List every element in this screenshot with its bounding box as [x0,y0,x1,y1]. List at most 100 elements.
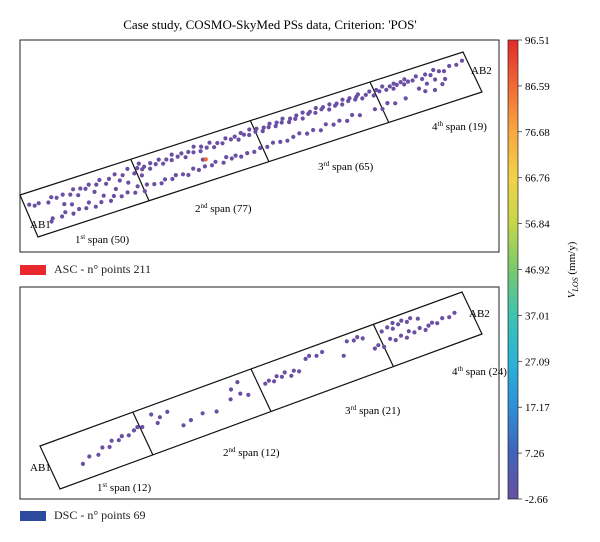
ps-point [355,92,360,97]
ps-point [148,161,153,166]
ps-point [213,159,218,164]
pier-divider [132,411,154,456]
ps-point [161,161,166,166]
ps-point [233,153,238,158]
ps-point [199,144,204,149]
ps-point [385,325,390,330]
ps-point [149,412,154,417]
ps-point [186,172,191,178]
ps-point [246,392,251,397]
ps-point [405,79,411,84]
span-label: 3rd span (65) [318,160,374,173]
abutment-label-end: AB2 [469,308,490,320]
ps-point [440,82,445,87]
ps-point [232,134,237,139]
ps-point [403,96,408,101]
ps-point [379,329,384,334]
span-label: 2nd span (77) [195,202,252,215]
ps-point [282,370,287,375]
ps-point [391,86,396,91]
ps-point [214,409,219,414]
ps-point [169,158,174,163]
ps-point [305,131,310,136]
ps-point [313,105,318,111]
ps-point [426,323,431,328]
ps-point [459,58,465,63]
ps-point [97,177,102,183]
dsc-panel-frame [19,286,500,500]
ps-point [229,156,234,161]
ps-point [289,373,294,378]
ps-point [198,149,203,154]
ps-point [155,420,160,426]
ps-point [181,423,186,428]
ps-point [203,157,208,162]
ps-point [291,134,296,139]
ps-point [191,166,196,171]
span-label: 2nd span (12) [223,446,280,459]
ps-point [402,77,407,82]
ps-point [135,184,140,189]
ps-point [99,200,104,205]
ps-point [131,428,137,433]
ps-point [126,433,131,438]
ps-point [410,78,415,83]
ps-point [318,128,323,133]
ps-point [235,380,240,385]
ps-point [125,166,130,171]
ps-point [62,202,67,207]
ps-point [285,138,290,143]
span-label: 1st span (50) [75,233,129,246]
ps-point [224,155,229,160]
ps-point [49,195,54,200]
ps-point [173,173,178,178]
ps-point [278,139,283,144]
ps-point [390,320,395,326]
ps-point [183,155,188,160]
ps-point [101,193,106,198]
ps-point [423,89,428,94]
ps-point [270,140,276,145]
ps-point [435,321,440,326]
ps-point [106,176,112,181]
asc-legend-swatch [20,264,46,275]
ps-point [377,89,382,94]
colorbar-tick-label: 96.51 [525,35,550,47]
ps-point [165,409,170,414]
ps-point [179,151,184,156]
ps-point [136,161,141,166]
ps-point [341,353,346,358]
ps-point [360,96,365,101]
ps-point [186,149,191,155]
ps-point [398,333,404,338]
ps-point [351,338,356,343]
ps-point [104,181,109,186]
ps-point [382,344,387,349]
ps-point [80,461,85,466]
pier-divider [249,120,270,162]
ps-point [69,202,75,207]
dsc-legend-swatch [20,510,46,521]
ps-point [54,195,59,200]
ps-point [266,378,271,383]
colorbar-tick-label: 66.76 [525,173,550,185]
colorbar-label-sub: LOS [571,277,580,292]
ps-point [247,132,252,138]
ps-point [274,120,279,125]
ps-point [261,125,266,130]
dsc-legend-label: DSC - n° points 69 [54,508,146,522]
ps-point [272,379,277,384]
ps-point [153,162,158,167]
ps-point [345,118,350,123]
ps-point [320,105,326,110]
ps-point [212,145,217,150]
ps-point [399,318,404,323]
colorbar-tick-label: 86.59 [525,81,550,93]
ps-point [406,329,411,334]
ps-point [238,391,243,396]
ps-point [245,151,250,156]
ps-point [441,69,447,74]
asc-panel-frame [19,39,500,253]
ps-point [107,444,112,450]
ps-point [337,118,342,123]
